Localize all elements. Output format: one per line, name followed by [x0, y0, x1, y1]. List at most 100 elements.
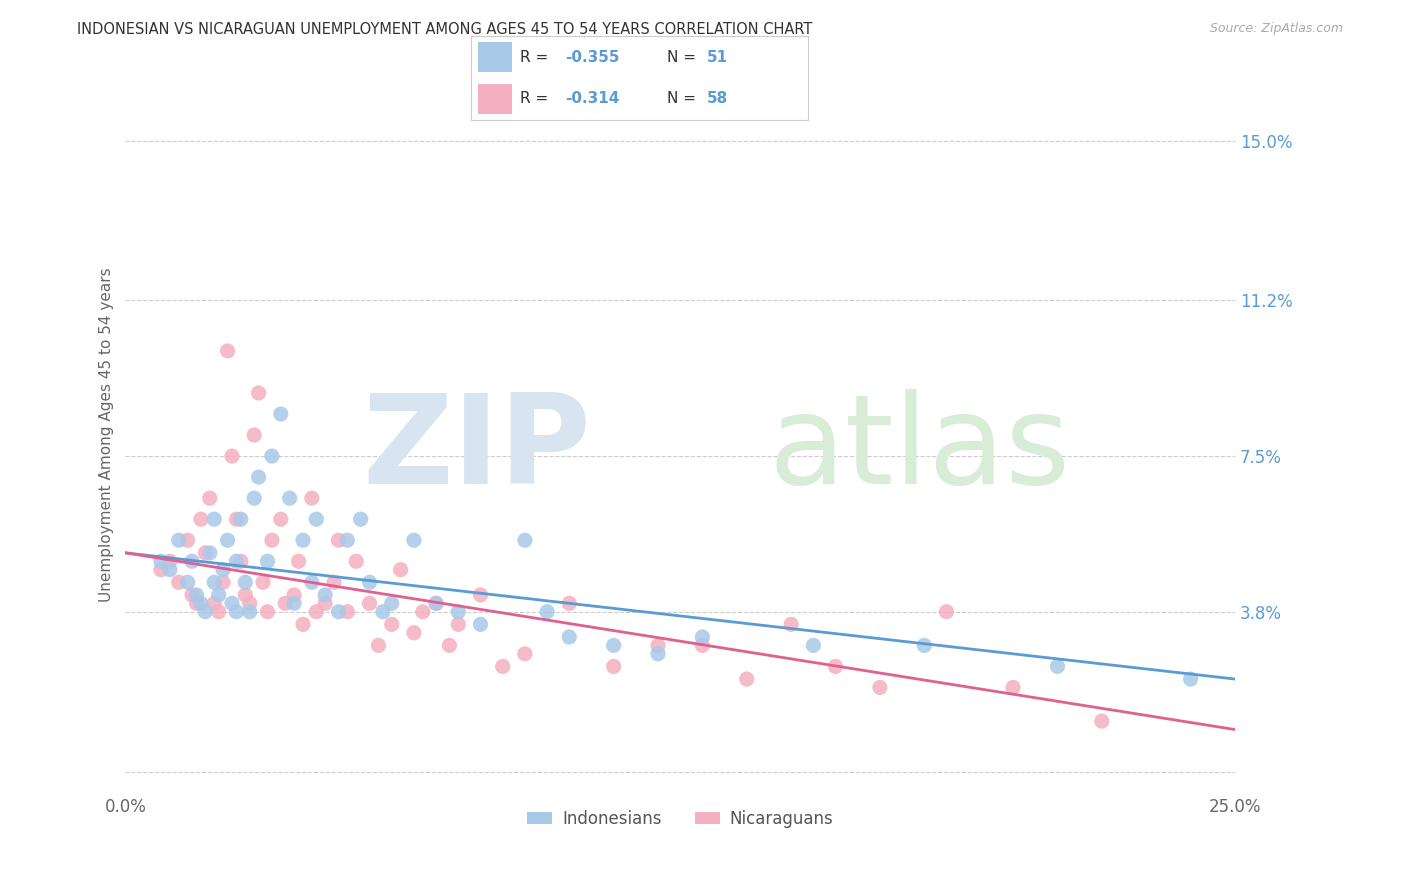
Point: [167, 575, 190, 590]
Point: [291, 617, 314, 632]
Point: [647, 639, 669, 653]
Point: [229, 512, 252, 526]
Point: [935, 605, 957, 619]
Point: [283, 588, 305, 602]
Point: [402, 533, 425, 548]
Y-axis label: Unemployment Among Ages 45 to 54 years: Unemployment Among Ages 45 to 54 years: [100, 268, 114, 602]
Point: [233, 575, 256, 590]
Point: [402, 625, 425, 640]
Point: [181, 554, 204, 568]
Point: [492, 659, 515, 673]
Point: [198, 491, 221, 505]
Text: ZIP: ZIP: [363, 389, 592, 510]
Text: 51: 51: [707, 50, 728, 65]
Point: [270, 512, 292, 526]
Point: [735, 672, 758, 686]
Text: atlas: atlas: [769, 389, 1071, 510]
Point: [229, 554, 252, 568]
Point: [336, 533, 359, 548]
Point: [256, 605, 278, 619]
Point: [225, 554, 247, 568]
Point: [801, 639, 824, 653]
Point: [536, 605, 558, 619]
Point: [221, 596, 243, 610]
Point: [167, 533, 190, 548]
Point: [602, 659, 624, 673]
Point: [692, 639, 714, 653]
Point: [194, 605, 217, 619]
Text: -0.355: -0.355: [565, 50, 620, 65]
Point: [260, 533, 283, 548]
Point: [1091, 714, 1114, 728]
Point: [270, 407, 292, 421]
Point: [350, 512, 373, 526]
Point: [198, 546, 221, 560]
Point: [159, 554, 181, 568]
Point: [558, 630, 581, 644]
Point: [447, 605, 470, 619]
Point: [344, 554, 367, 568]
Point: [1002, 681, 1025, 695]
Point: [439, 639, 461, 653]
Point: [305, 512, 328, 526]
Point: [278, 491, 301, 505]
Point: [233, 588, 256, 602]
Point: [149, 563, 172, 577]
FancyBboxPatch shape: [478, 43, 512, 72]
Point: [1046, 659, 1069, 673]
Point: [202, 596, 225, 610]
Point: [558, 596, 581, 610]
Point: [176, 533, 198, 548]
Point: [692, 630, 714, 644]
Point: [367, 639, 389, 653]
Text: N =: N =: [666, 50, 700, 65]
Point: [176, 575, 198, 590]
Legend: Indonesians, Nicaraguans: Indonesians, Nicaraguans: [520, 803, 841, 834]
Point: [260, 449, 283, 463]
Point: [247, 386, 270, 401]
Point: [447, 617, 470, 632]
Point: [602, 639, 624, 653]
Text: R =: R =: [520, 91, 553, 106]
Point: [381, 596, 404, 610]
Point: [305, 605, 328, 619]
Point: [225, 512, 247, 526]
Point: [243, 428, 266, 442]
Point: [513, 647, 536, 661]
Point: [212, 563, 235, 577]
Point: [359, 575, 381, 590]
Point: [239, 596, 262, 610]
Point: [190, 512, 212, 526]
Point: [647, 647, 669, 661]
Point: [323, 575, 346, 590]
Text: Source: ZipAtlas.com: Source: ZipAtlas.com: [1209, 22, 1343, 36]
Point: [301, 491, 323, 505]
Text: -0.314: -0.314: [565, 91, 620, 106]
Point: [912, 639, 935, 653]
Point: [208, 588, 231, 602]
Text: R =: R =: [520, 50, 553, 65]
Point: [287, 554, 309, 568]
Point: [190, 596, 212, 610]
Point: [239, 605, 262, 619]
Point: [869, 681, 891, 695]
Point: [513, 533, 536, 548]
Point: [336, 605, 359, 619]
Point: [328, 533, 350, 548]
Point: [221, 449, 243, 463]
Point: [780, 617, 803, 632]
Point: [425, 596, 447, 610]
Text: 58: 58: [707, 91, 728, 106]
Point: [247, 470, 270, 484]
Point: [181, 588, 204, 602]
Point: [212, 575, 235, 590]
Point: [149, 554, 172, 568]
Point: [186, 588, 208, 602]
Point: [202, 575, 225, 590]
Point: [283, 596, 305, 610]
Point: [256, 554, 278, 568]
Point: [389, 563, 412, 577]
Text: INDONESIAN VS NICARAGUAN UNEMPLOYMENT AMONG AGES 45 TO 54 YEARS CORRELATION CHAR: INDONESIAN VS NICARAGUAN UNEMPLOYMENT AM…: [77, 22, 813, 37]
Point: [359, 596, 381, 610]
Point: [425, 596, 447, 610]
